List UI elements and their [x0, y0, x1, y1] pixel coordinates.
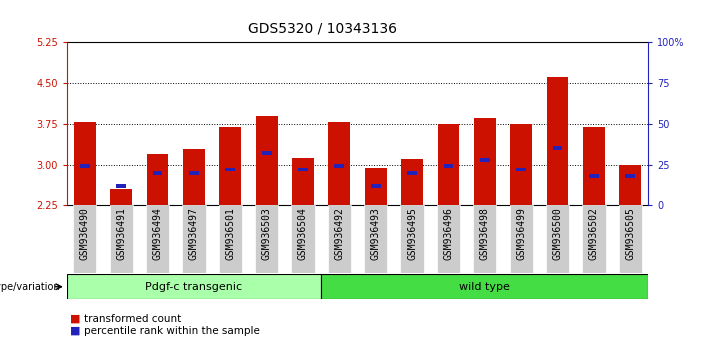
Bar [371, 184, 381, 188]
Bar [437, 205, 460, 273]
Bar [80, 164, 90, 168]
Text: GSM936497: GSM936497 [189, 207, 199, 260]
Text: GSM936500: GSM936500 [552, 207, 562, 260]
Bar [256, 116, 278, 205]
Text: GSM936499: GSM936499 [516, 207, 526, 260]
Text: ■: ■ [70, 314, 81, 324]
Bar [189, 171, 199, 175]
Bar [292, 205, 315, 273]
Bar [153, 171, 163, 175]
Bar [292, 158, 314, 205]
Bar [334, 164, 344, 168]
Bar [328, 122, 350, 205]
Bar [510, 205, 533, 273]
Text: percentile rank within the sample: percentile rank within the sample [84, 326, 260, 336]
Bar [618, 205, 642, 273]
Bar [625, 174, 635, 178]
Bar [74, 122, 95, 205]
Text: GSM936494: GSM936494 [153, 207, 163, 260]
Bar [182, 205, 205, 273]
Bar [219, 205, 242, 273]
Bar [225, 167, 235, 171]
Bar [298, 167, 308, 171]
Text: GSM936493: GSM936493 [371, 207, 381, 260]
Text: GSM936492: GSM936492 [334, 207, 344, 260]
Bar [552, 147, 562, 150]
Text: GSM936503: GSM936503 [261, 207, 271, 260]
Bar [583, 127, 605, 205]
Bar [516, 167, 526, 171]
Bar [480, 158, 490, 162]
Bar [219, 127, 241, 205]
Bar [437, 124, 459, 205]
Bar [116, 184, 126, 188]
Text: GSM936505: GSM936505 [625, 207, 635, 260]
Bar [67, 274, 321, 299]
Text: genotype/variation: genotype/variation [0, 282, 63, 292]
Text: transformed count: transformed count [84, 314, 182, 324]
Text: GSM936502: GSM936502 [589, 207, 599, 260]
Text: GDS5320 / 10343136: GDS5320 / 10343136 [248, 21, 397, 35]
Bar [255, 205, 278, 273]
Text: GSM936501: GSM936501 [225, 207, 236, 260]
Bar [365, 169, 387, 205]
Bar [327, 205, 351, 273]
Bar [547, 77, 569, 205]
Text: GSM936495: GSM936495 [407, 207, 417, 260]
Bar [400, 205, 423, 273]
Bar [147, 154, 168, 205]
Bar [261, 151, 271, 155]
Bar [620, 165, 641, 205]
Bar [473, 205, 496, 273]
Text: GSM936504: GSM936504 [298, 207, 308, 260]
Text: GSM936490: GSM936490 [80, 207, 90, 260]
Bar [183, 149, 205, 205]
Bar [407, 171, 417, 175]
Bar [444, 164, 454, 168]
Bar [583, 205, 606, 273]
Text: wild type: wild type [459, 282, 510, 292]
Text: GSM936496: GSM936496 [444, 207, 454, 260]
Text: Pdgf-c transgenic: Pdgf-c transgenic [145, 282, 243, 292]
Bar [110, 189, 132, 205]
Bar [73, 205, 97, 273]
Text: ■: ■ [70, 326, 81, 336]
Bar [401, 159, 423, 205]
Bar [546, 205, 569, 273]
Bar [364, 205, 388, 273]
Bar [589, 174, 599, 178]
Bar [510, 124, 532, 205]
Text: GSM936498: GSM936498 [479, 207, 490, 260]
Bar [321, 274, 648, 299]
Bar [474, 119, 496, 205]
Bar [146, 205, 169, 273]
Text: GSM936491: GSM936491 [116, 207, 126, 260]
Bar [109, 205, 132, 273]
